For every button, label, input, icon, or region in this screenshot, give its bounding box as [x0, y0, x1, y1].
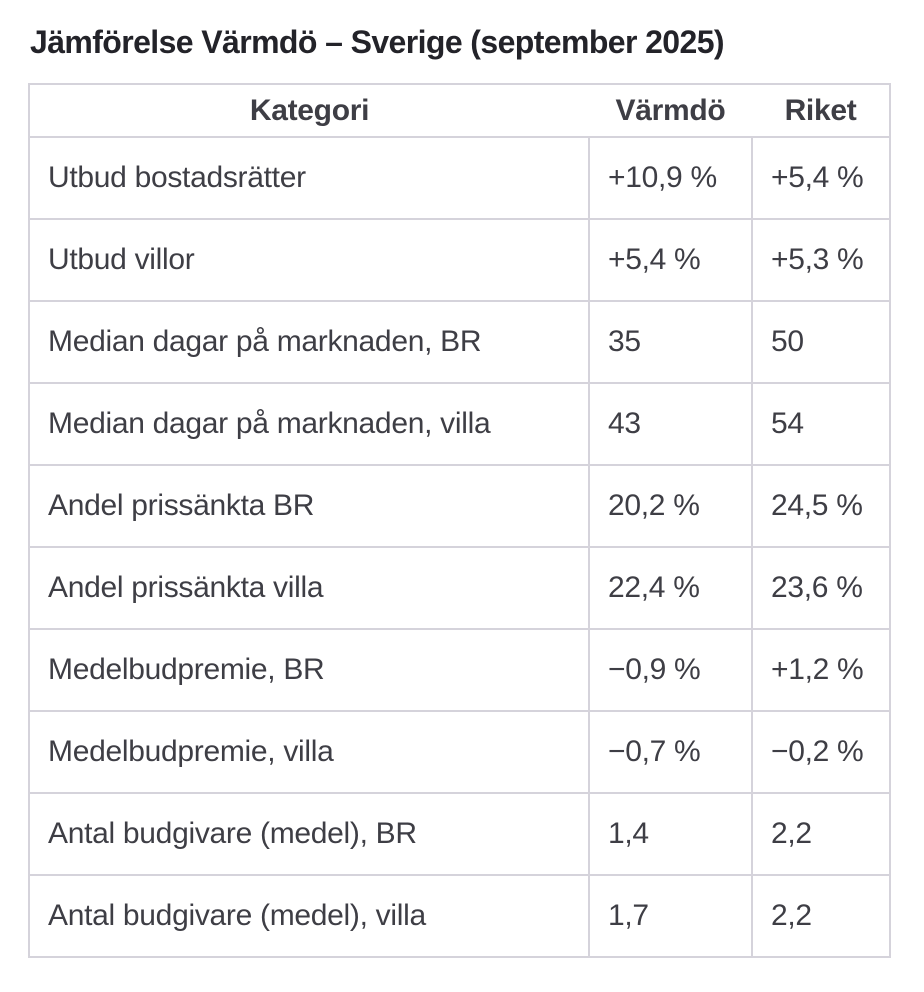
page: Jämförelse Värmdö – Sverige (september 2… [28, 24, 891, 958]
cell-varmdo: 1,4 [588, 792, 753, 876]
cell-varmdo: +5,4 % [588, 218, 753, 302]
header-riket: Riket [752, 83, 891, 138]
table-row: Medelbudpremie, villa −0,7 % −0,2 % [28, 710, 891, 794]
cell-kategori: Medelbudpremie, BR [28, 628, 590, 712]
table-row: Antal budgivare (medel), villa 1,7 2,2 [28, 874, 891, 958]
cell-riket: 2,2 [751, 792, 891, 876]
cell-kategori: Median dagar på marknaden, villa [28, 382, 590, 466]
table-row: Andel prissänkta BR 20,2 % 24,5 % [28, 464, 891, 548]
cell-riket: +1,2 % [751, 628, 891, 712]
cell-riket: +5,4 % [751, 136, 891, 220]
cell-riket: 54 [751, 382, 891, 466]
table-body: Utbud bostadsrätter +10,9 % +5,4 % Utbud… [28, 136, 891, 958]
header-varmdo: Värmdö [589, 83, 752, 138]
cell-kategori: Medelbudpremie, villa [28, 710, 590, 794]
table-row: Andel prissänkta villa 22,4 % 23,6 % [28, 546, 891, 630]
page-title: Jämförelse Värmdö – Sverige (september 2… [30, 24, 725, 60]
cell-varmdo: 20,2 % [588, 464, 753, 548]
cell-kategori: Antal budgivare (medel), BR [28, 792, 590, 876]
comparison-table: Kategori Värmdö Riket Utbud bostadsrätte… [28, 83, 891, 958]
table-header: Kategori Värmdö Riket [28, 83, 891, 138]
cell-kategori: Utbud bostadsrätter [28, 136, 590, 220]
cell-riket: 23,6 % [751, 546, 891, 630]
cell-riket: 50 [751, 300, 891, 384]
cell-kategori: Antal budgivare (medel), villa [28, 874, 590, 958]
cell-riket: 2,2 [751, 874, 891, 958]
cell-varmdo: −0,7 % [588, 710, 753, 794]
table-row: Utbud bostadsrätter +10,9 % +5,4 % [28, 136, 891, 220]
cell-riket: −0,2 % [751, 710, 891, 794]
cell-kategori: Andel prissänkta BR [28, 464, 590, 548]
table-row: Antal budgivare (medel), BR 1,4 2,2 [28, 792, 891, 876]
header-kategori: Kategori [28, 83, 589, 138]
cell-varmdo: 22,4 % [588, 546, 753, 630]
table-row: Median dagar på marknaden, villa 43 54 [28, 382, 891, 466]
cell-kategori: Median dagar på marknaden, BR [28, 300, 590, 384]
table-row: Utbud villor +5,4 % +5,3 % [28, 218, 891, 302]
cell-riket: +5,3 % [751, 218, 891, 302]
header-row: Kategori Värmdö Riket [28, 83, 891, 138]
cell-kategori: Utbud villor [28, 218, 590, 302]
cell-varmdo: 43 [588, 382, 753, 466]
cell-varmdo: +10,9 % [588, 136, 753, 220]
cell-varmdo: 1,7 [588, 874, 753, 958]
table-row: Median dagar på marknaden, BR 35 50 [28, 300, 891, 384]
cell-varmdo: −0,9 % [588, 628, 753, 712]
cell-kategori: Andel prissänkta villa [28, 546, 590, 630]
cell-riket: 24,5 % [751, 464, 891, 548]
table-row: Medelbudpremie, BR −0,9 % +1,2 % [28, 628, 891, 712]
cell-varmdo: 35 [588, 300, 753, 384]
